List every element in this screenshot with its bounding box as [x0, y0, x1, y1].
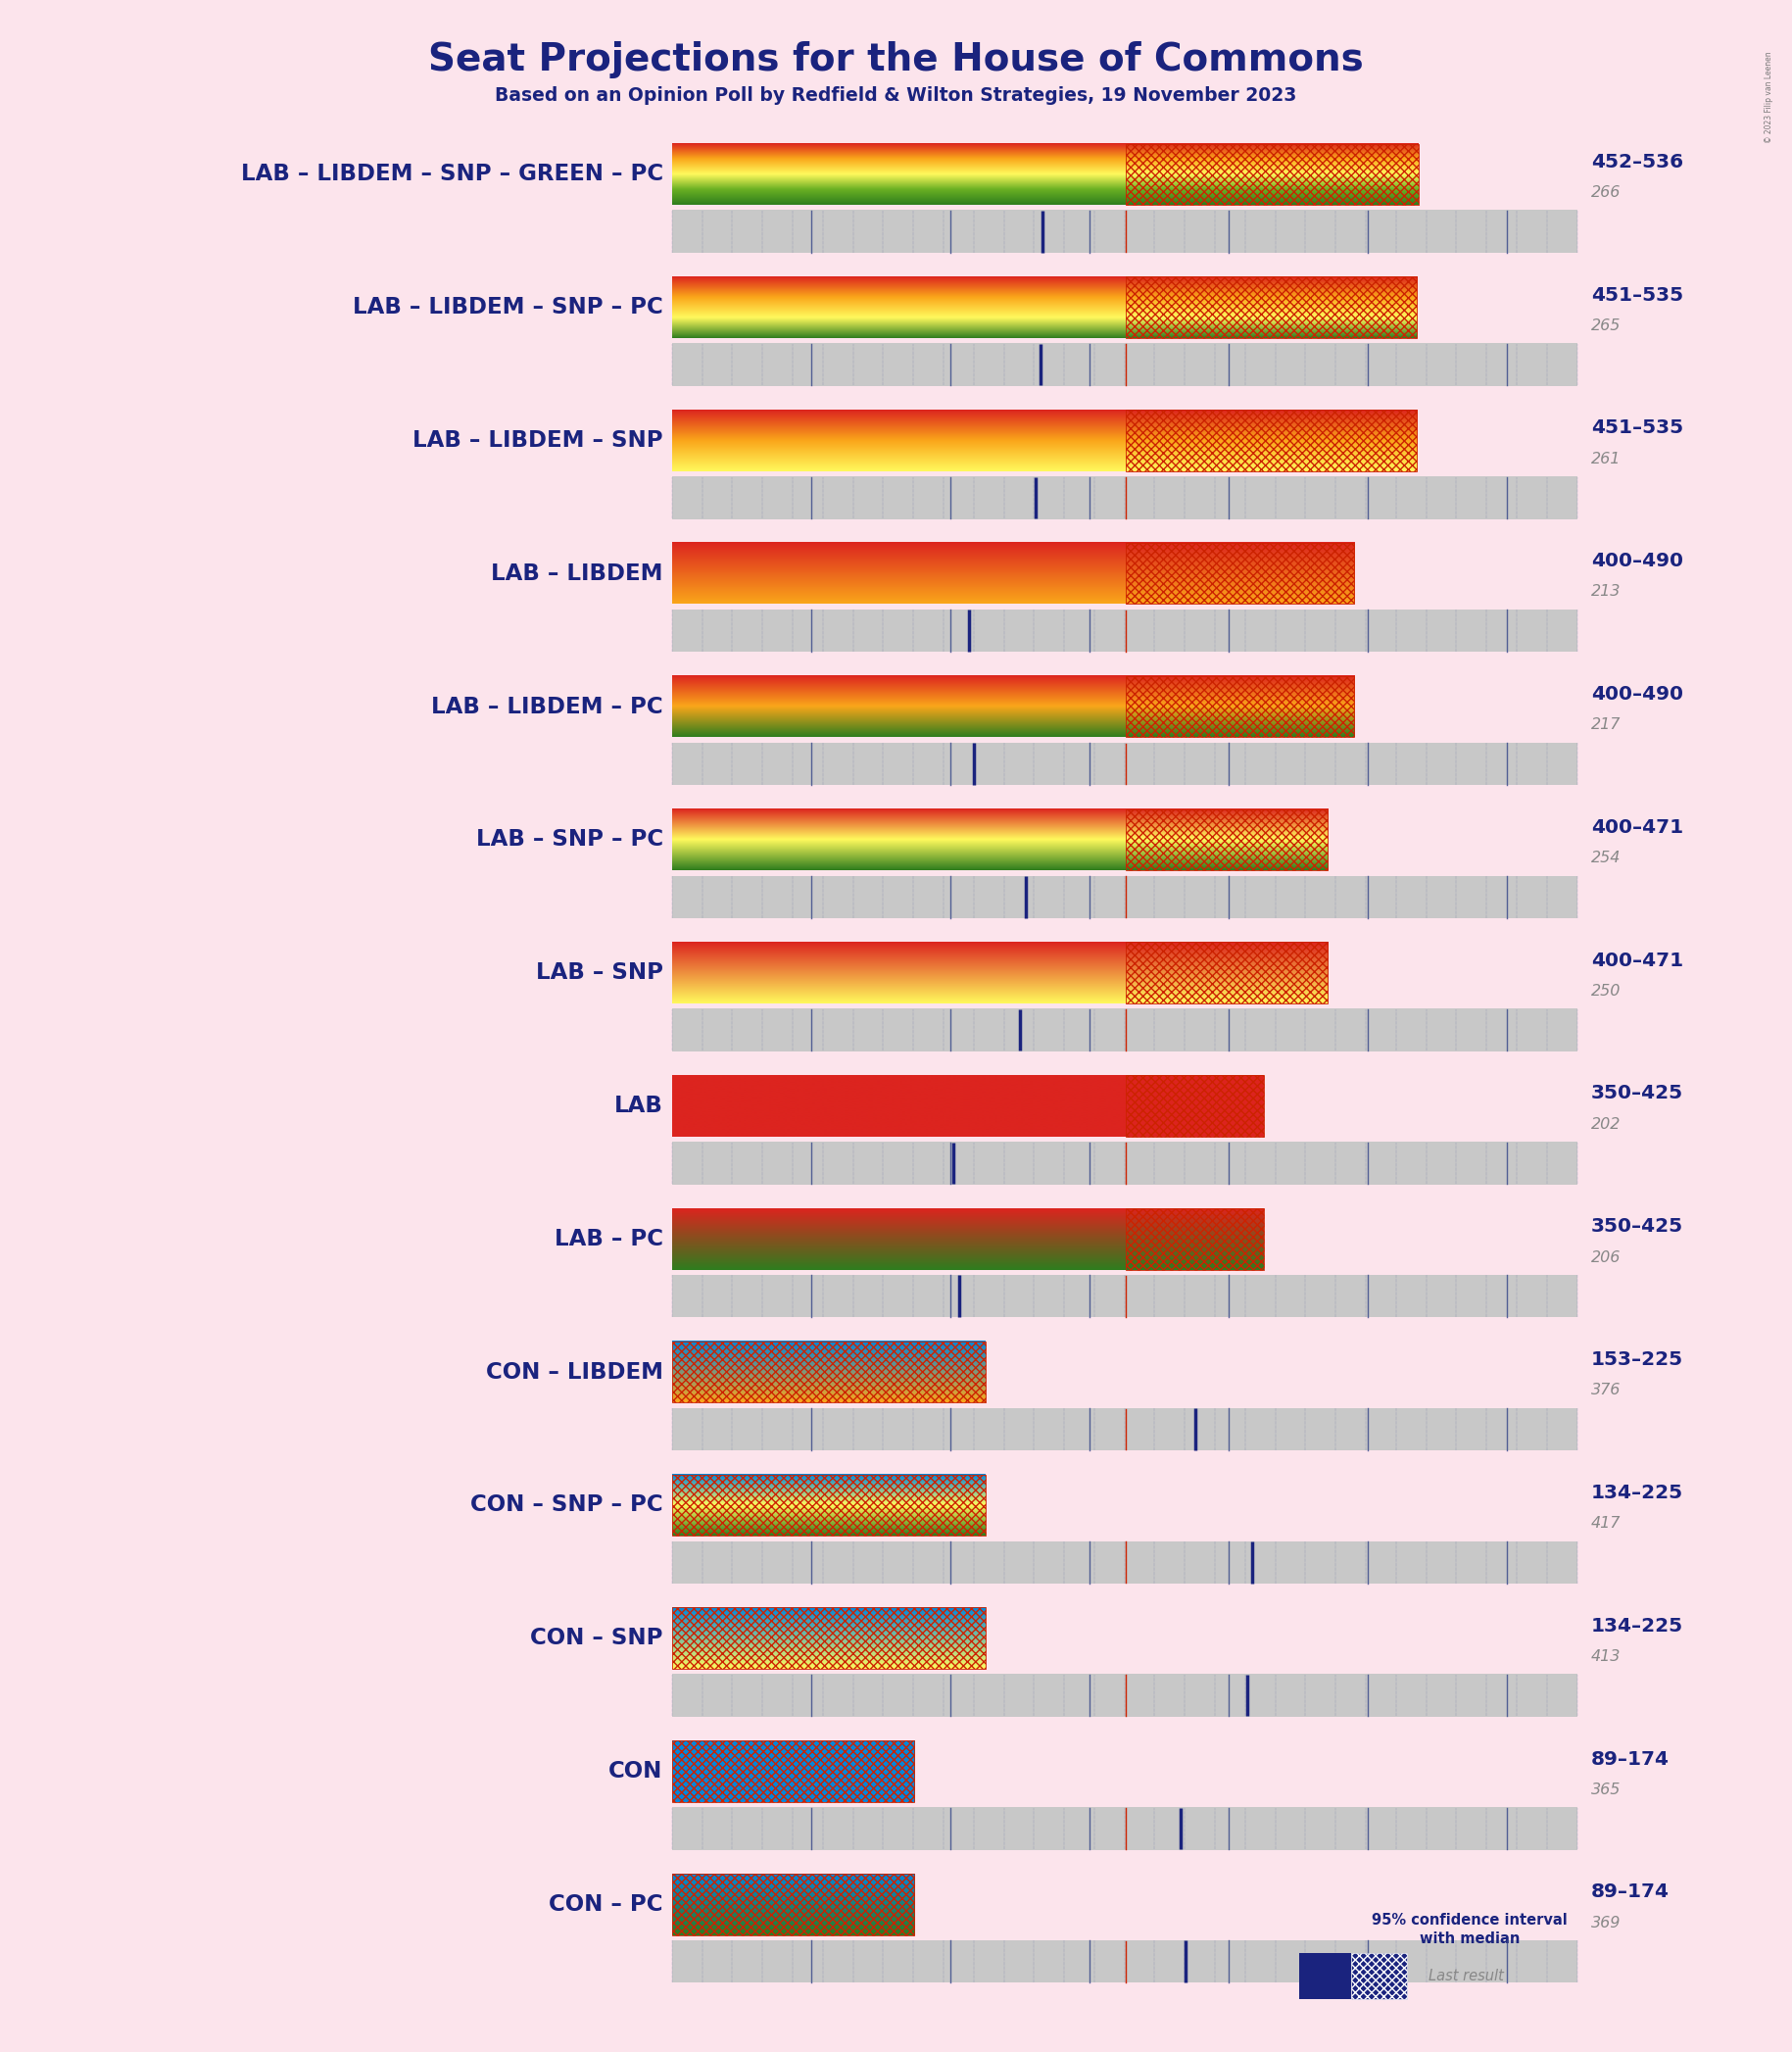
- Text: 213: 213: [1591, 585, 1622, 599]
- Text: 417: 417: [1591, 1516, 1622, 1531]
- Bar: [672, 1740, 914, 1802]
- Bar: [672, 1808, 1577, 1849]
- Text: 153–225: 153–225: [1591, 1350, 1683, 1369]
- Text: Based on an Opinion Poll by Redfield & Wilton Strategies, 19 November 2023: Based on an Opinion Poll by Redfield & W…: [495, 86, 1297, 105]
- Text: 452–536: 452–536: [1591, 152, 1683, 170]
- Text: 89–174: 89–174: [1591, 1884, 1670, 1902]
- Text: 400–471: 400–471: [1591, 952, 1683, 971]
- Text: 413: 413: [1591, 1650, 1622, 1664]
- Text: 365: 365: [1591, 1783, 1622, 1798]
- Bar: [672, 1941, 1577, 1982]
- Bar: [1125, 675, 1355, 737]
- Bar: [1125, 1075, 1263, 1137]
- Text: 134–225: 134–225: [1591, 1617, 1683, 1635]
- Text: CON – LIBDEM: CON – LIBDEM: [486, 1360, 663, 1383]
- Bar: [672, 1873, 914, 1935]
- Text: LAB – SNP: LAB – SNP: [536, 962, 663, 985]
- Text: Seat Projections for the House of Commons: Seat Projections for the House of Common…: [428, 41, 1364, 78]
- Text: 254: 254: [1591, 852, 1622, 866]
- Bar: [672, 876, 1577, 917]
- Text: CON – SNP – PC: CON – SNP – PC: [470, 1494, 663, 1516]
- Bar: [672, 609, 1577, 653]
- Bar: [1125, 942, 1328, 1003]
- Text: 95% confidence interval
with median: 95% confidence interval with median: [1371, 1912, 1568, 1947]
- Text: Last result: Last result: [1428, 1968, 1503, 1984]
- Text: 206: 206: [1591, 1250, 1622, 1264]
- Text: LAB – LIBDEM – SNP – GREEN – PC: LAB – LIBDEM – SNP – GREEN – PC: [240, 162, 663, 185]
- Bar: [672, 1541, 1577, 1584]
- Text: 134–225: 134–225: [1591, 1484, 1683, 1502]
- Bar: [1125, 410, 1417, 472]
- Text: 400–490: 400–490: [1591, 552, 1683, 570]
- Bar: [1125, 808, 1328, 870]
- Text: 217: 217: [1591, 718, 1622, 733]
- Text: LAB: LAB: [615, 1094, 663, 1116]
- Bar: [672, 1674, 1577, 1718]
- Text: 265: 265: [1591, 318, 1622, 332]
- Bar: [672, 743, 1577, 786]
- Bar: [672, 1607, 986, 1668]
- Text: LAB – LIBDEM – PC: LAB – LIBDEM – PC: [432, 696, 663, 718]
- Bar: [1125, 144, 1417, 205]
- Bar: [672, 209, 1577, 252]
- Text: LAB – SNP – PC: LAB – SNP – PC: [477, 829, 663, 852]
- Text: 250: 250: [1591, 983, 1622, 999]
- Text: 202: 202: [1591, 1116, 1622, 1131]
- Bar: [672, 476, 1577, 519]
- Text: LAB – LIBDEM – SNP: LAB – LIBDEM – SNP: [412, 429, 663, 451]
- Bar: [672, 1342, 986, 1404]
- Bar: [672, 1274, 1577, 1317]
- Text: 369: 369: [1591, 1915, 1622, 1931]
- Bar: [1125, 544, 1355, 603]
- Text: CON: CON: [609, 1761, 663, 1783]
- Text: LAB – LIBDEM: LAB – LIBDEM: [491, 562, 663, 585]
- Bar: [672, 343, 1577, 386]
- Bar: [1299, 1954, 1351, 1999]
- Text: 350–425: 350–425: [1591, 1217, 1683, 1235]
- Bar: [1351, 1954, 1407, 1999]
- Text: CON – PC: CON – PC: [548, 1894, 663, 1917]
- Text: 261: 261: [1591, 451, 1622, 466]
- Text: 400–490: 400–490: [1591, 685, 1683, 704]
- Bar: [1125, 1209, 1263, 1270]
- Bar: [672, 1141, 1577, 1184]
- Text: 376: 376: [1591, 1383, 1622, 1397]
- Text: CON – SNP: CON – SNP: [530, 1627, 663, 1650]
- Text: 266: 266: [1591, 185, 1622, 199]
- Text: 451–535: 451–535: [1591, 419, 1683, 437]
- Text: 451–535: 451–535: [1591, 285, 1683, 304]
- Text: LAB – LIBDEM – SNP – PC: LAB – LIBDEM – SNP – PC: [353, 295, 663, 318]
- Bar: [672, 1408, 1577, 1451]
- Bar: [672, 1475, 986, 1535]
- Text: © 2023 Filip van Leenen: © 2023 Filip van Leenen: [1765, 51, 1772, 144]
- Text: LAB – PC: LAB – PC: [554, 1227, 663, 1250]
- Bar: [1125, 277, 1417, 339]
- Text: 400–471: 400–471: [1591, 819, 1683, 837]
- Text: 89–174: 89–174: [1591, 1750, 1670, 1769]
- Bar: [672, 1010, 1577, 1051]
- Text: 350–425: 350–425: [1591, 1083, 1683, 1102]
